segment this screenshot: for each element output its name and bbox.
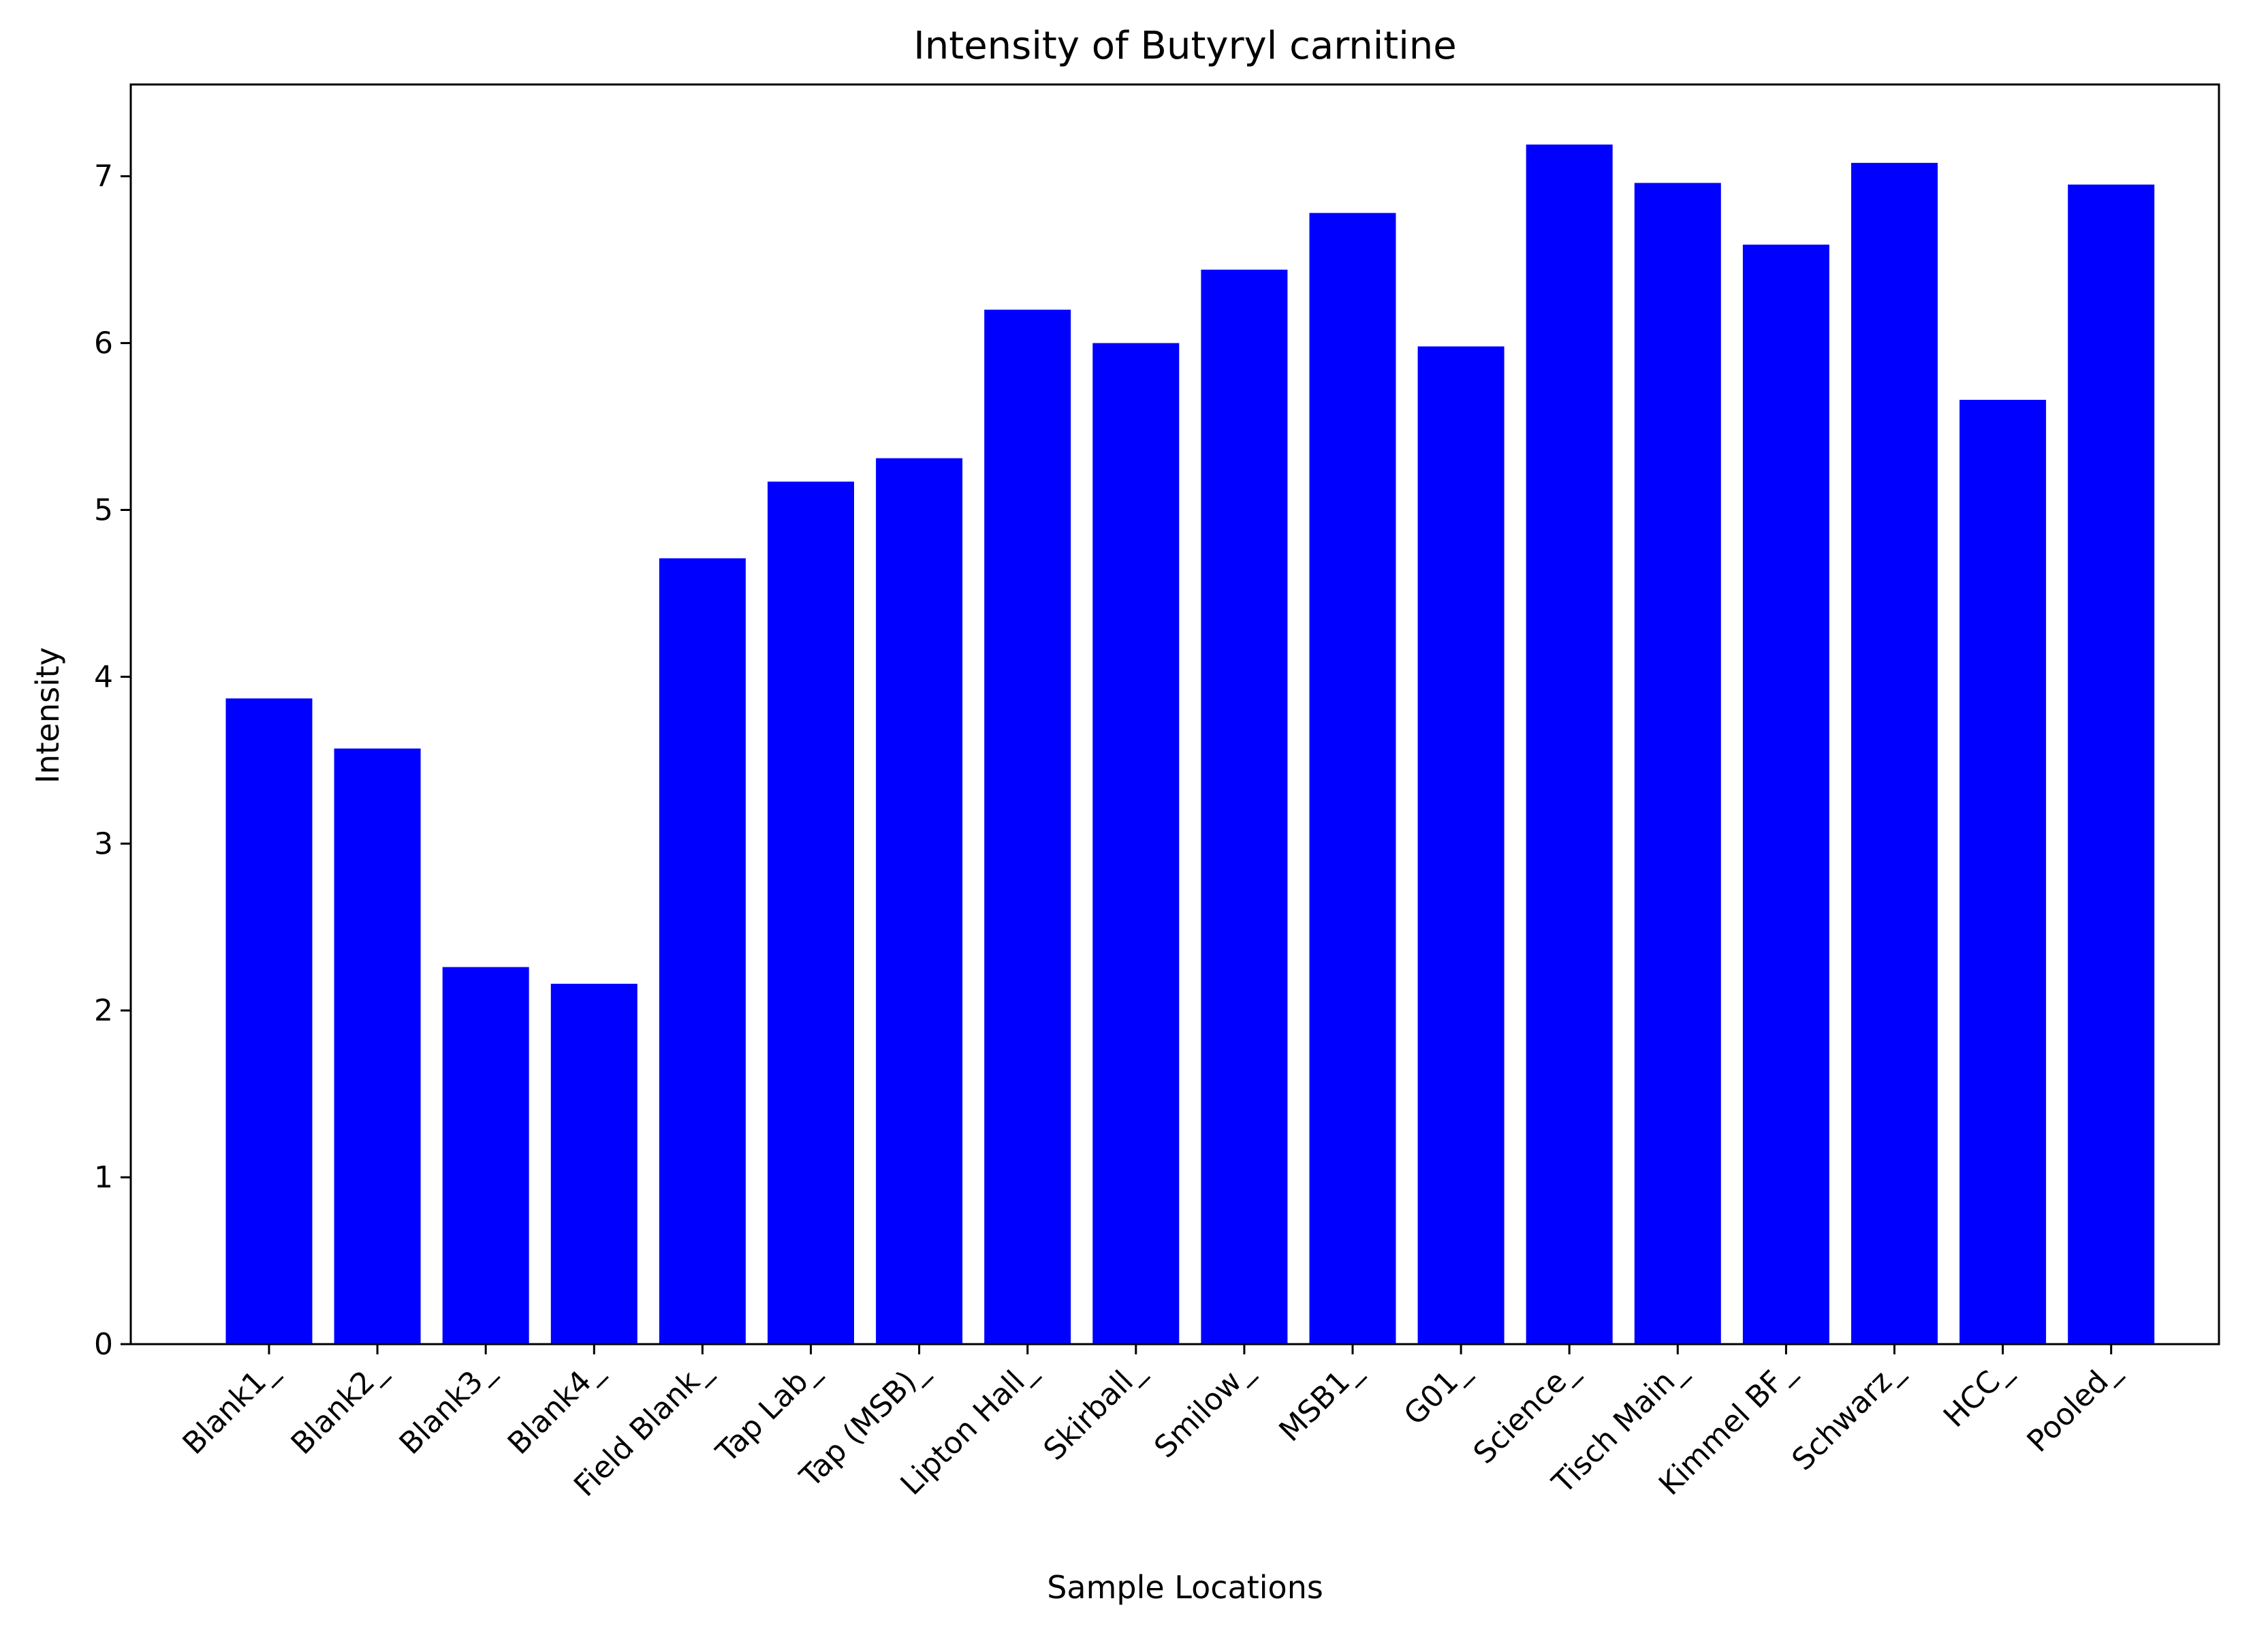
x-axis: Blank1_ Blank2_ Blank3_ Blank4_Field Blank_…: [176, 1344, 2127, 1504]
bar-15: [1851, 163, 1938, 1345]
bar-1: [334, 748, 421, 1344]
y-axis-label: Intensity: [29, 647, 66, 783]
x-tick-label-3: Blank4_: [501, 1353, 610, 1461]
bar-3: [550, 984, 637, 1344]
bars-group: [225, 144, 2155, 1345]
y-tick-label-0: 0: [94, 1327, 113, 1362]
y-tick-label-6: 6: [94, 326, 113, 361]
y-axis: 0 1 2 3 4 5 6 7: [94, 159, 131, 1362]
x-tick-label-5: Tap Lab_: [709, 1353, 826, 1470]
bar-13: [1634, 183, 1721, 1344]
bar-6: [876, 458, 963, 1344]
x-tick-label-17: Pooled_: [2021, 1353, 2127, 1459]
y-tick-label-2: 2: [94, 993, 113, 1028]
x-tick-label-12: Science_: [1467, 1353, 1585, 1471]
y-tick-label-3: 3: [94, 826, 113, 861]
bar-5: [768, 481, 854, 1344]
bar-16: [1959, 399, 2047, 1344]
bar-10: [1309, 213, 1396, 1345]
x-tick-label-0: Blank1_: [176, 1353, 285, 1461]
x-tick-label-8: Skirball_: [1037, 1353, 1152, 1467]
x-tick-label-11: G01_: [1398, 1353, 1477, 1432]
x-tick-label-10: MSB1_: [1272, 1353, 1368, 1448]
bar-8: [1092, 343, 1180, 1345]
bar-11: [1417, 346, 1505, 1344]
plot-frame: [129, 83, 2220, 1346]
x-tick-label-1: Blank2_: [285, 1353, 393, 1461]
chart-title: Intensity of Butyryl carnitine: [913, 24, 1457, 68]
bar-7: [984, 309, 1071, 1345]
y-tick-label-7: 7: [94, 159, 113, 194]
bar-17: [2068, 184, 2155, 1344]
bar-4: [659, 558, 746, 1344]
bar-14: [1742, 245, 1829, 1345]
x-axis-label: Sample Locations: [1047, 1569, 1323, 1606]
x-tick-label-2: Blank3_: [393, 1353, 501, 1461]
bar-12: [1526, 144, 1613, 1345]
y-tick-label-4: 4: [94, 659, 113, 694]
x-tick-label-15: Schwarz_: [1785, 1353, 1910, 1478]
x-tick-label-16: HCC_: [1937, 1353, 2018, 1434]
y-tick-label-5: 5: [94, 493, 113, 527]
x-tick-label-9: Smilow_: [1148, 1353, 1259, 1465]
bar-9: [1201, 269, 1288, 1344]
bar-2: [442, 967, 529, 1344]
bar-0: [225, 698, 313, 1344]
y-tick-label-1: 1: [94, 1160, 113, 1195]
